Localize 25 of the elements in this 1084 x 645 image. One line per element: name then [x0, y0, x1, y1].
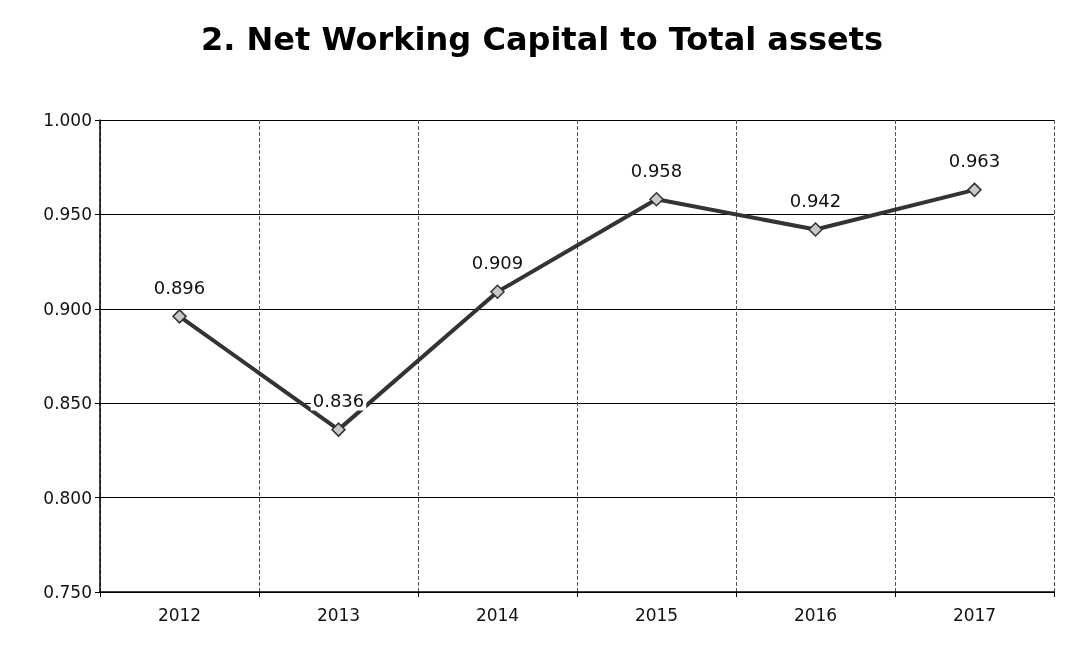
y-tick-label: 1.000	[43, 110, 92, 130]
y-tick-label: 0.900	[43, 298, 92, 319]
y-tick-label: 0.950	[43, 204, 92, 225]
data-label: 0.896	[153, 276, 206, 298]
y-tick-label: 0.750	[43, 582, 92, 602]
point	[172, 309, 187, 324]
x-tick-label: 2013	[316, 604, 361, 625]
point	[967, 182, 982, 198]
point	[649, 192, 664, 207]
data-label: 0.958	[630, 159, 683, 181]
data-label: 0.942	[789, 189, 842, 211]
chart-title: 2. Net Working Capital to Total assets	[200, 20, 884, 58]
x-tick-label: 2015	[634, 604, 679, 625]
point	[331, 422, 346, 437]
y-tick-label: 0.800	[43, 487, 92, 508]
x-tick-label: 2012	[157, 604, 202, 625]
data-label: 0.909	[471, 252, 524, 274]
point	[490, 284, 505, 300]
data-label: 0.836	[312, 389, 365, 411]
data-label: 0.963	[948, 150, 1001, 172]
y-tick-label: 0.850	[43, 393, 92, 414]
x-tick-label: 2017	[952, 604, 997, 625]
point	[808, 222, 823, 237]
x-tick-label: 2014	[475, 604, 520, 625]
x-tick-label: 2016	[793, 604, 838, 625]
